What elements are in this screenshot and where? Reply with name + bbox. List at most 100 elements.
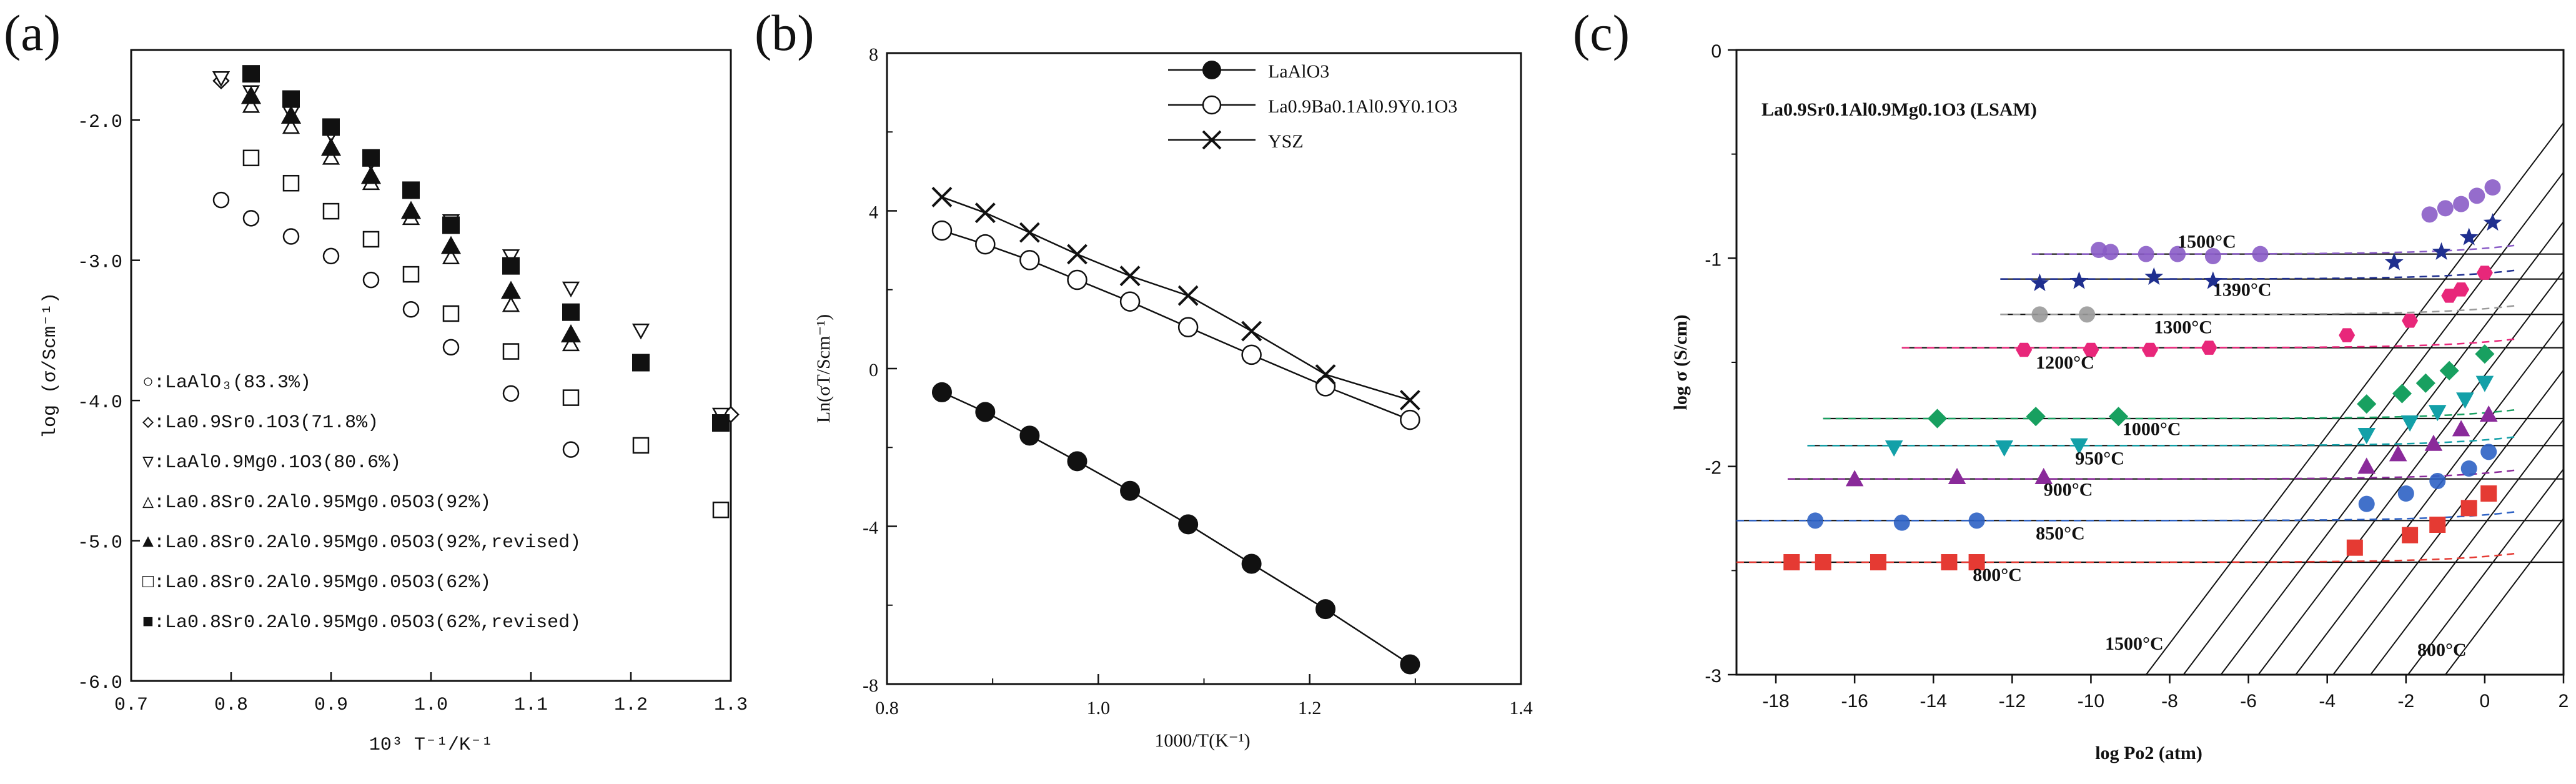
- chart-a-legend-entry: ○:LaAlO₃(83.3%): [142, 372, 311, 394]
- chart-c-point: [2358, 495, 2375, 512]
- chart-c-point: [2070, 438, 2088, 455]
- chart-c-point: [1815, 554, 1831, 570]
- chart-c-point: [1893, 514, 1910, 531]
- chart-a-point: [442, 216, 460, 234]
- chart-c-diagonal-line: [2445, 518, 2564, 675]
- chart-c-point: [2428, 405, 2447, 422]
- chart-a-point: [402, 300, 420, 318]
- chart-c-point: [2456, 392, 2474, 409]
- chart-b-xtick-label: 1.2: [1298, 698, 1322, 718]
- chart-c-xtick-label: -8: [2161, 691, 2178, 712]
- chart-a-xtick-label: 0.8: [214, 695, 248, 716]
- chart-a-point: [502, 385, 520, 402]
- chart-c-fit-curve: [2169, 244, 2517, 255]
- chart-a-point: [632, 354, 650, 372]
- chart-c-point: [1783, 554, 1800, 570]
- chart-c-fit-curve: [2169, 510, 2517, 522]
- chart-a-point: [320, 137, 342, 156]
- chart-a-ytick-label: -2.0: [77, 112, 122, 133]
- chart-a-point: [562, 335, 580, 352]
- chart-c-point: [2169, 246, 2186, 262]
- chart-a-ytick-label: -4.0: [77, 392, 122, 414]
- chart-c-point: [2026, 407, 2046, 427]
- chart-c-point: [2437, 200, 2454, 217]
- chart-b-point: [1400, 654, 1420, 675]
- panel-c-letter: (c): [1573, 4, 1630, 61]
- chart-a-xtick-label: 1.3: [714, 695, 748, 716]
- chart-a-point: [402, 181, 420, 199]
- chart-a-point: [502, 295, 520, 312]
- chart-c-point: [2480, 444, 2497, 460]
- chart-a-point: [242, 149, 260, 167]
- chart-c-diagonal-line: [2145, 122, 2564, 675]
- chart-c-fit-curve: [2169, 469, 2517, 480]
- chart-a-point: [712, 414, 730, 432]
- chart-c-point: [2346, 539, 2363, 556]
- chart-a-ytick-label: -5.0: [77, 533, 122, 554]
- chart-b-point: [1315, 599, 1336, 620]
- chart-c-ytick-label: -1: [1705, 249, 1721, 270]
- chart-c-point: [2108, 407, 2129, 427]
- chart-b-ylabel: Ln(σT/Scm⁻¹): [813, 314, 834, 423]
- chart-b-legend-marker: [1202, 130, 1222, 150]
- chart-c-point: [2453, 196, 2470, 212]
- chart-c-temperature-label: 1500°C: [2177, 232, 2236, 252]
- chart-c-ytick-label: -3: [1705, 666, 1721, 687]
- panel-b-letter: (b): [755, 4, 815, 61]
- chart-a-point: [212, 71, 230, 87]
- chart-a-point: [502, 257, 520, 275]
- chart-c-xtick-label: 0: [2480, 691, 2490, 712]
- chart-c-fit-curve: [2169, 409, 2517, 420]
- chart-c-point: [2460, 500, 2477, 517]
- chart-b-point: [1400, 409, 1420, 430]
- chart-c-xtick-label: -4: [2319, 691, 2336, 712]
- chart-c-title: La0.9Sr0.1Al0.9Mg0.1O3 (LSAM): [1761, 99, 2037, 120]
- chart-b-ytick-label: 8: [869, 44, 878, 65]
- chart-a-xtick-label: 1.1: [514, 695, 548, 716]
- chart-b-point: [1019, 425, 1040, 446]
- chart-b-point: [1067, 269, 1087, 290]
- chart-c-point: [2432, 242, 2451, 260]
- chart-c-xtick-label: -14: [1920, 691, 1947, 712]
- chart-a-ytick-label: -6.0: [77, 673, 122, 694]
- chart-c-fit-curve: [2169, 304, 2517, 315]
- chart-a-point: [400, 201, 422, 219]
- chart-c-diagonal-line: [2220, 221, 2564, 675]
- chart-b-ytick-label: 0: [869, 360, 878, 380]
- chart-a-point: [442, 248, 460, 265]
- chart-a-point: [500, 280, 522, 299]
- chart-a-point: [362, 271, 380, 289]
- chart-c-point: [2480, 485, 2497, 502]
- chart-c-point: [2402, 314, 2419, 328]
- chart-a-point: [562, 281, 580, 298]
- chart-b-point: [1315, 364, 1336, 385]
- chart-a-point: [282, 90, 300, 108]
- chart-c-point: [2397, 485, 2414, 502]
- chart-c-point: [2453, 282, 2470, 297]
- chart-c-point: [1927, 409, 1948, 429]
- chart-a-legend-entry: △:La0.8Sr0.2Al0.95Mg0.05O3(92%): [142, 492, 491, 514]
- chart-c-ylabel: log σ (S/cm): [1670, 315, 1691, 410]
- chart-a-point: [282, 174, 300, 192]
- chart-c-fit-curve: [2169, 552, 2517, 563]
- chart-a-point: [242, 65, 260, 83]
- chart-c-point: [2385, 252, 2404, 270]
- chart-a-point: [562, 303, 580, 321]
- chart-b-legend-marker: [1202, 95, 1222, 115]
- chart-c-point: [2400, 415, 2419, 432]
- chart-c-point: [1968, 512, 1985, 529]
- chart-a-point: [502, 249, 520, 265]
- chart-b-legend-label: LaAlO3: [1268, 61, 1329, 82]
- chart-a-ytick-label: -3.0: [77, 252, 122, 274]
- chart-c-xlabel: log Po2 (atm): [2095, 743, 2202, 763]
- chart-a-point: [322, 149, 340, 165]
- chart-c-diagonal-line: [2182, 172, 2564, 675]
- chart-c-point: [2429, 517, 2446, 533]
- chart-c-point: [2483, 213, 2502, 231]
- chart-c-point: [2357, 457, 2376, 474]
- chart-b-point: [1177, 285, 1199, 306]
- chart-c-fit-curve: [2169, 435, 2517, 447]
- chart-c-point: [2030, 273, 2049, 291]
- chart-c-ytick-label: -2: [1705, 458, 1721, 479]
